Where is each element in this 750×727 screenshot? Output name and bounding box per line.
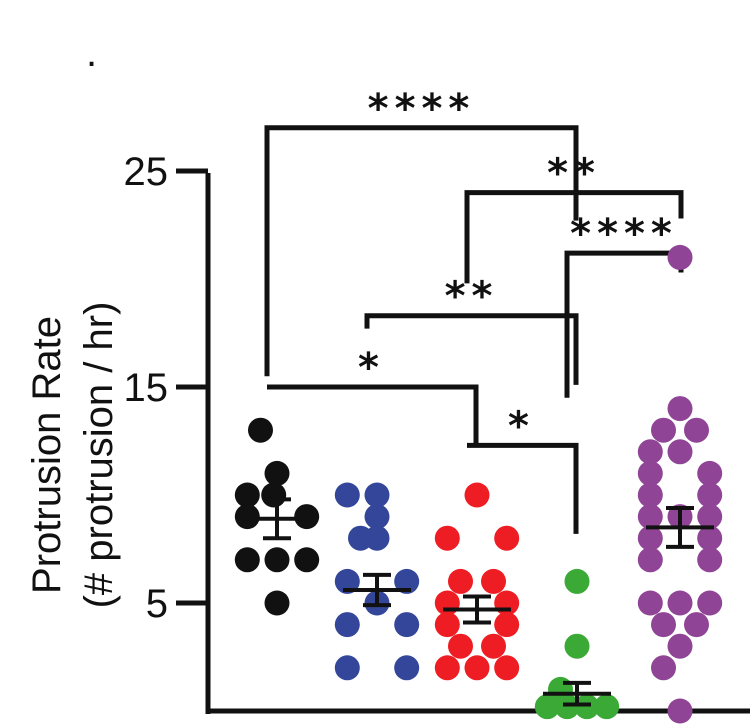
data-point (667, 396, 693, 422)
significance-bracket (364, 313, 579, 385)
significance-label: ** (547, 151, 601, 197)
data-point (464, 482, 490, 508)
data-point (594, 694, 620, 720)
data-point (234, 482, 260, 508)
data-point (637, 590, 663, 616)
data-point (697, 504, 723, 530)
data-point (248, 417, 273, 443)
data-point (494, 655, 520, 681)
data-point (667, 633, 693, 659)
data-point (334, 612, 360, 638)
data-point (264, 590, 290, 616)
y-axis-title-line2: (# protrusion / hr) (77, 302, 121, 609)
data-point (434, 655, 460, 681)
data-point (564, 568, 590, 594)
data-point (364, 525, 390, 551)
y-ticks: 5 15 25 (124, 150, 208, 626)
data-point (264, 547, 290, 573)
data-groups (234, 244, 723, 724)
data-point (637, 482, 663, 508)
significance-bracket (464, 190, 684, 284)
data-point (697, 590, 723, 616)
data-point (494, 525, 520, 551)
significance-bracket (267, 384, 479, 446)
data-point (667, 439, 693, 465)
data-point (394, 655, 420, 681)
data-point (684, 612, 709, 638)
data-point (697, 460, 723, 486)
data-point (234, 547, 260, 573)
data-point (364, 482, 390, 508)
data-point (394, 568, 420, 594)
data-point (294, 504, 320, 530)
data-point (481, 633, 506, 659)
y-tick-label: 5 (146, 582, 168, 626)
data-point (697, 482, 723, 508)
significance-brackets: ************** (264, 86, 684, 534)
data-point (564, 633, 590, 659)
significance-bracket (564, 250, 684, 398)
data-point (364, 504, 390, 530)
y-tick-label: 15 (124, 366, 169, 410)
data-point (434, 612, 460, 638)
data-point (334, 655, 360, 681)
data-point (667, 590, 693, 616)
data-point (684, 417, 709, 443)
data-point (637, 525, 663, 551)
data-point (534, 694, 560, 720)
data-point (434, 590, 460, 616)
data-point (294, 547, 320, 573)
significance-bracket (467, 442, 579, 534)
y-axis-title: Protrusion Rate (# protrusion / hr) (25, 302, 121, 609)
corner-mark: . (86, 31, 97, 75)
data-point (651, 417, 676, 443)
data-point (234, 504, 260, 530)
significance-bracket (264, 125, 579, 377)
data-point (334, 568, 360, 594)
data-point (651, 655, 676, 681)
data-point (667, 698, 693, 724)
data-point (494, 612, 520, 638)
significance-label: * (358, 345, 385, 391)
data-point (697, 547, 723, 573)
data-point (448, 568, 473, 594)
data-point (448, 633, 473, 659)
significance-label: ** (445, 274, 499, 320)
significance-label: * (508, 403, 535, 449)
data-point (637, 439, 663, 465)
data-point (394, 612, 420, 638)
y-axis-title-line1: Protrusion Rate (25, 316, 69, 594)
data-point (697, 525, 723, 551)
data-point (464, 655, 490, 681)
data-point (574, 694, 600, 720)
data-point (261, 482, 287, 508)
data-point (481, 568, 506, 594)
data-point (494, 590, 520, 616)
data-point (264, 460, 290, 486)
significance-label: **** (570, 211, 678, 257)
y-tick-label: 25 (124, 150, 169, 194)
data-point (651, 612, 676, 638)
data-point (637, 504, 663, 530)
significance-label: **** (368, 86, 476, 132)
data-point (434, 525, 460, 551)
data-point (667, 244, 693, 270)
data-point (637, 547, 663, 573)
data-point (334, 482, 360, 508)
data-point (637, 460, 663, 486)
data-point (554, 694, 580, 720)
